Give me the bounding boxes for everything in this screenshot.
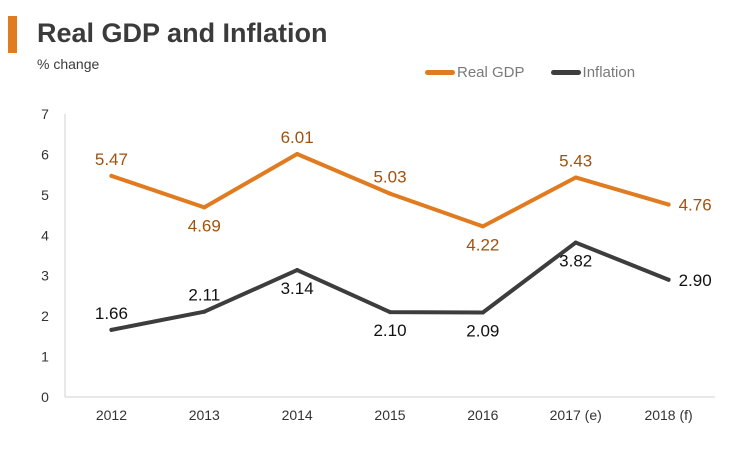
data-label-inflation: 2.09: [466, 322, 499, 341]
data-point-inflation: [388, 310, 392, 315]
legend-item-inflation: Inflation: [550, 64, 636, 81]
data-point-inflation: [480, 310, 485, 315]
x-tick-label: 2018 (f): [644, 407, 692, 423]
chart-title: Real GDP and Inflation: [37, 18, 328, 48]
data-label-real-gdp: 5.43: [559, 151, 592, 170]
data-point-real-gdp: [388, 191, 392, 196]
legend-swatch-real-gdp: [425, 70, 455, 75]
data-label-real-gdp: 5.47: [95, 150, 128, 169]
x-tick-label: 2016: [467, 407, 498, 423]
legend-swatch-inflation: [550, 70, 581, 75]
x-tick-label: 2015: [374, 407, 405, 423]
data-label-inflation: 1.66: [95, 304, 128, 323]
data-label-real-gdp: 4.69: [188, 216, 221, 235]
title-accent-bar: [8, 16, 17, 53]
y-tick-label: 2: [41, 308, 49, 324]
legend-item-real-gdp: Real GDP: [425, 64, 525, 81]
y-tick-label: 4: [41, 227, 49, 243]
data-label-inflation: 2.11: [188, 286, 220, 305]
x-tick-label: 2017 (e): [550, 407, 602, 423]
data-point-inflation: [109, 327, 114, 332]
data-label-real-gdp: 4.22: [466, 235, 499, 254]
data-label-real-gdp: 6.01: [281, 128, 314, 147]
data-label-inflation: 3.14: [281, 279, 314, 298]
data-label-real-gdp: 4.76: [679, 196, 712, 215]
y-tick-label: 3: [41, 268, 49, 284]
data-label-inflation: 2.10: [373, 321, 406, 340]
data-point-inflation: [295, 268, 300, 273]
chart-legend: Real GDP Inflation: [425, 64, 661, 81]
data-label-inflation: 3.82: [559, 252, 592, 271]
y-tick-label: 6: [41, 146, 49, 162]
y-tick-label: 1: [41, 349, 49, 365]
x-tick-label: 2012: [96, 407, 127, 423]
x-tick-label: 2013: [189, 407, 220, 423]
y-tick-label: 7: [41, 106, 49, 122]
chart-subtitle: % change: [37, 56, 100, 72]
data-point-inflation: [666, 277, 671, 282]
data-point-real-gdp: [295, 152, 300, 157]
legend-label-real-gdp: Real GDP: [457, 64, 525, 81]
data-point-inflation: [202, 309, 207, 314]
data-point-inflation: [573, 240, 578, 245]
data-point-real-gdp: [109, 173, 114, 178]
y-tick-label: 5: [41, 187, 49, 203]
data-point-real-gdp: [202, 205, 207, 210]
y-tick-label: 0: [41, 389, 49, 405]
data-label-inflation: 2.90: [679, 271, 712, 290]
data-label-real-gdp: 5.03: [373, 168, 406, 187]
data-point-real-gdp: [573, 175, 578, 180]
data-point-real-gdp: [666, 202, 671, 207]
x-tick-label: 2014: [282, 407, 313, 423]
legend-label-inflation: Inflation: [582, 64, 636, 81]
data-point-real-gdp: [480, 224, 485, 229]
